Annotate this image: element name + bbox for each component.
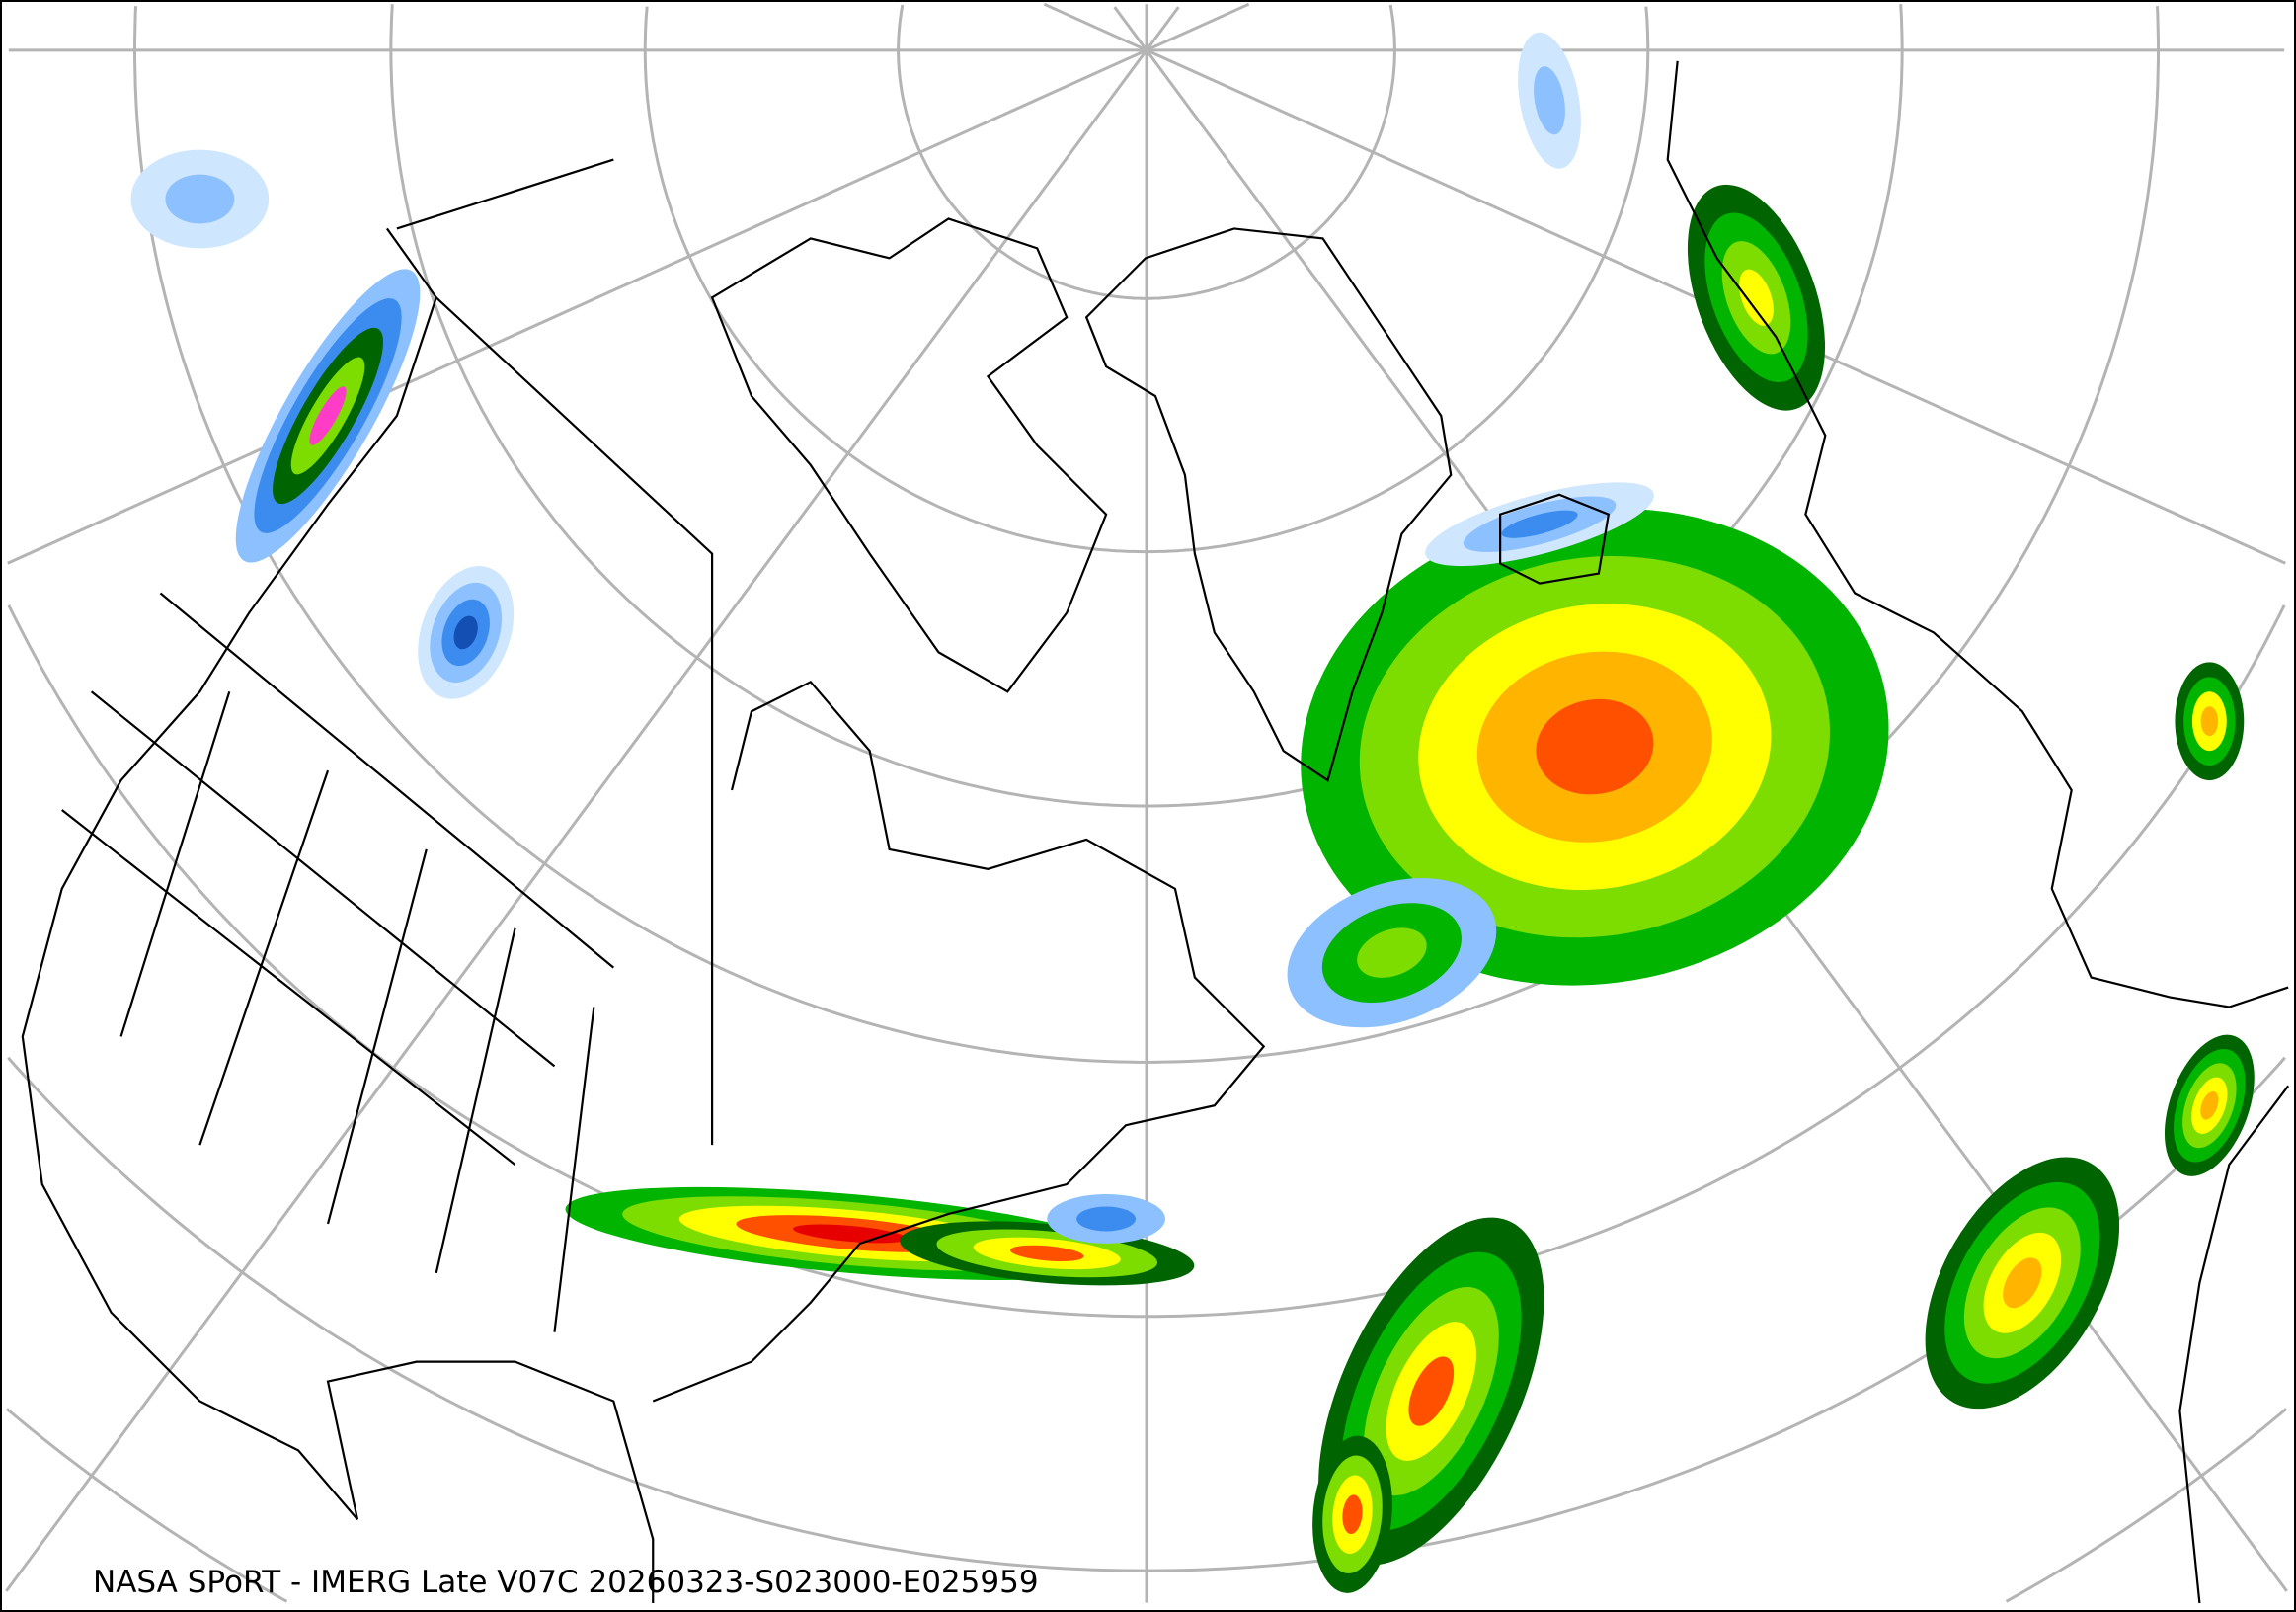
latitude-circle <box>897 4 1396 300</box>
precip-area <box>1501 510 1578 538</box>
meridian-line <box>1113 6 1148 51</box>
latitude-circle <box>643 6 1650 554</box>
meridian-line <box>1145 6 1180 51</box>
precip-area <box>1408 1356 1455 1426</box>
precip-area <box>2200 1090 2219 1120</box>
state-borders <box>61 158 714 1332</box>
precip-area <box>453 615 478 650</box>
meridian-line <box>5 48 1148 1592</box>
precip-area <box>1009 1245 1084 1262</box>
north-america-coast <box>21 227 655 1604</box>
iceland-outline <box>1499 493 1611 585</box>
arctic-islands <box>710 217 1108 693</box>
precip-area <box>1739 269 1774 326</box>
precip-area <box>2003 1257 2042 1309</box>
coastlines <box>21 60 2290 1604</box>
meridian-line <box>1043 2 1148 52</box>
east-coast <box>652 680 1266 1403</box>
product-caption: NASA SPoRT - IMERG Late V07C 20260323-S0… <box>93 1565 1039 1600</box>
europe-coast <box>1666 60 2289 1008</box>
precip-area <box>1534 66 1565 135</box>
precip-area <box>1536 698 1654 795</box>
latitude-circle <box>5 1408 2288 1603</box>
meridian-line <box>1146 2 1250 52</box>
precip-area <box>309 386 347 445</box>
graticule <box>5 2 2288 1603</box>
africa-coast <box>2178 1085 2290 1604</box>
precipitation-layer <box>130 32 2255 1593</box>
latitude-circle <box>389 4 1904 808</box>
precip-area <box>1342 1494 1363 1535</box>
precip-area <box>1357 927 1427 978</box>
precip-area <box>1076 1206 1137 1232</box>
greenland-outline <box>1084 227 1453 782</box>
meridian-line <box>7 48 1148 565</box>
precip-area <box>2200 706 2219 737</box>
precip-area <box>165 174 235 224</box>
